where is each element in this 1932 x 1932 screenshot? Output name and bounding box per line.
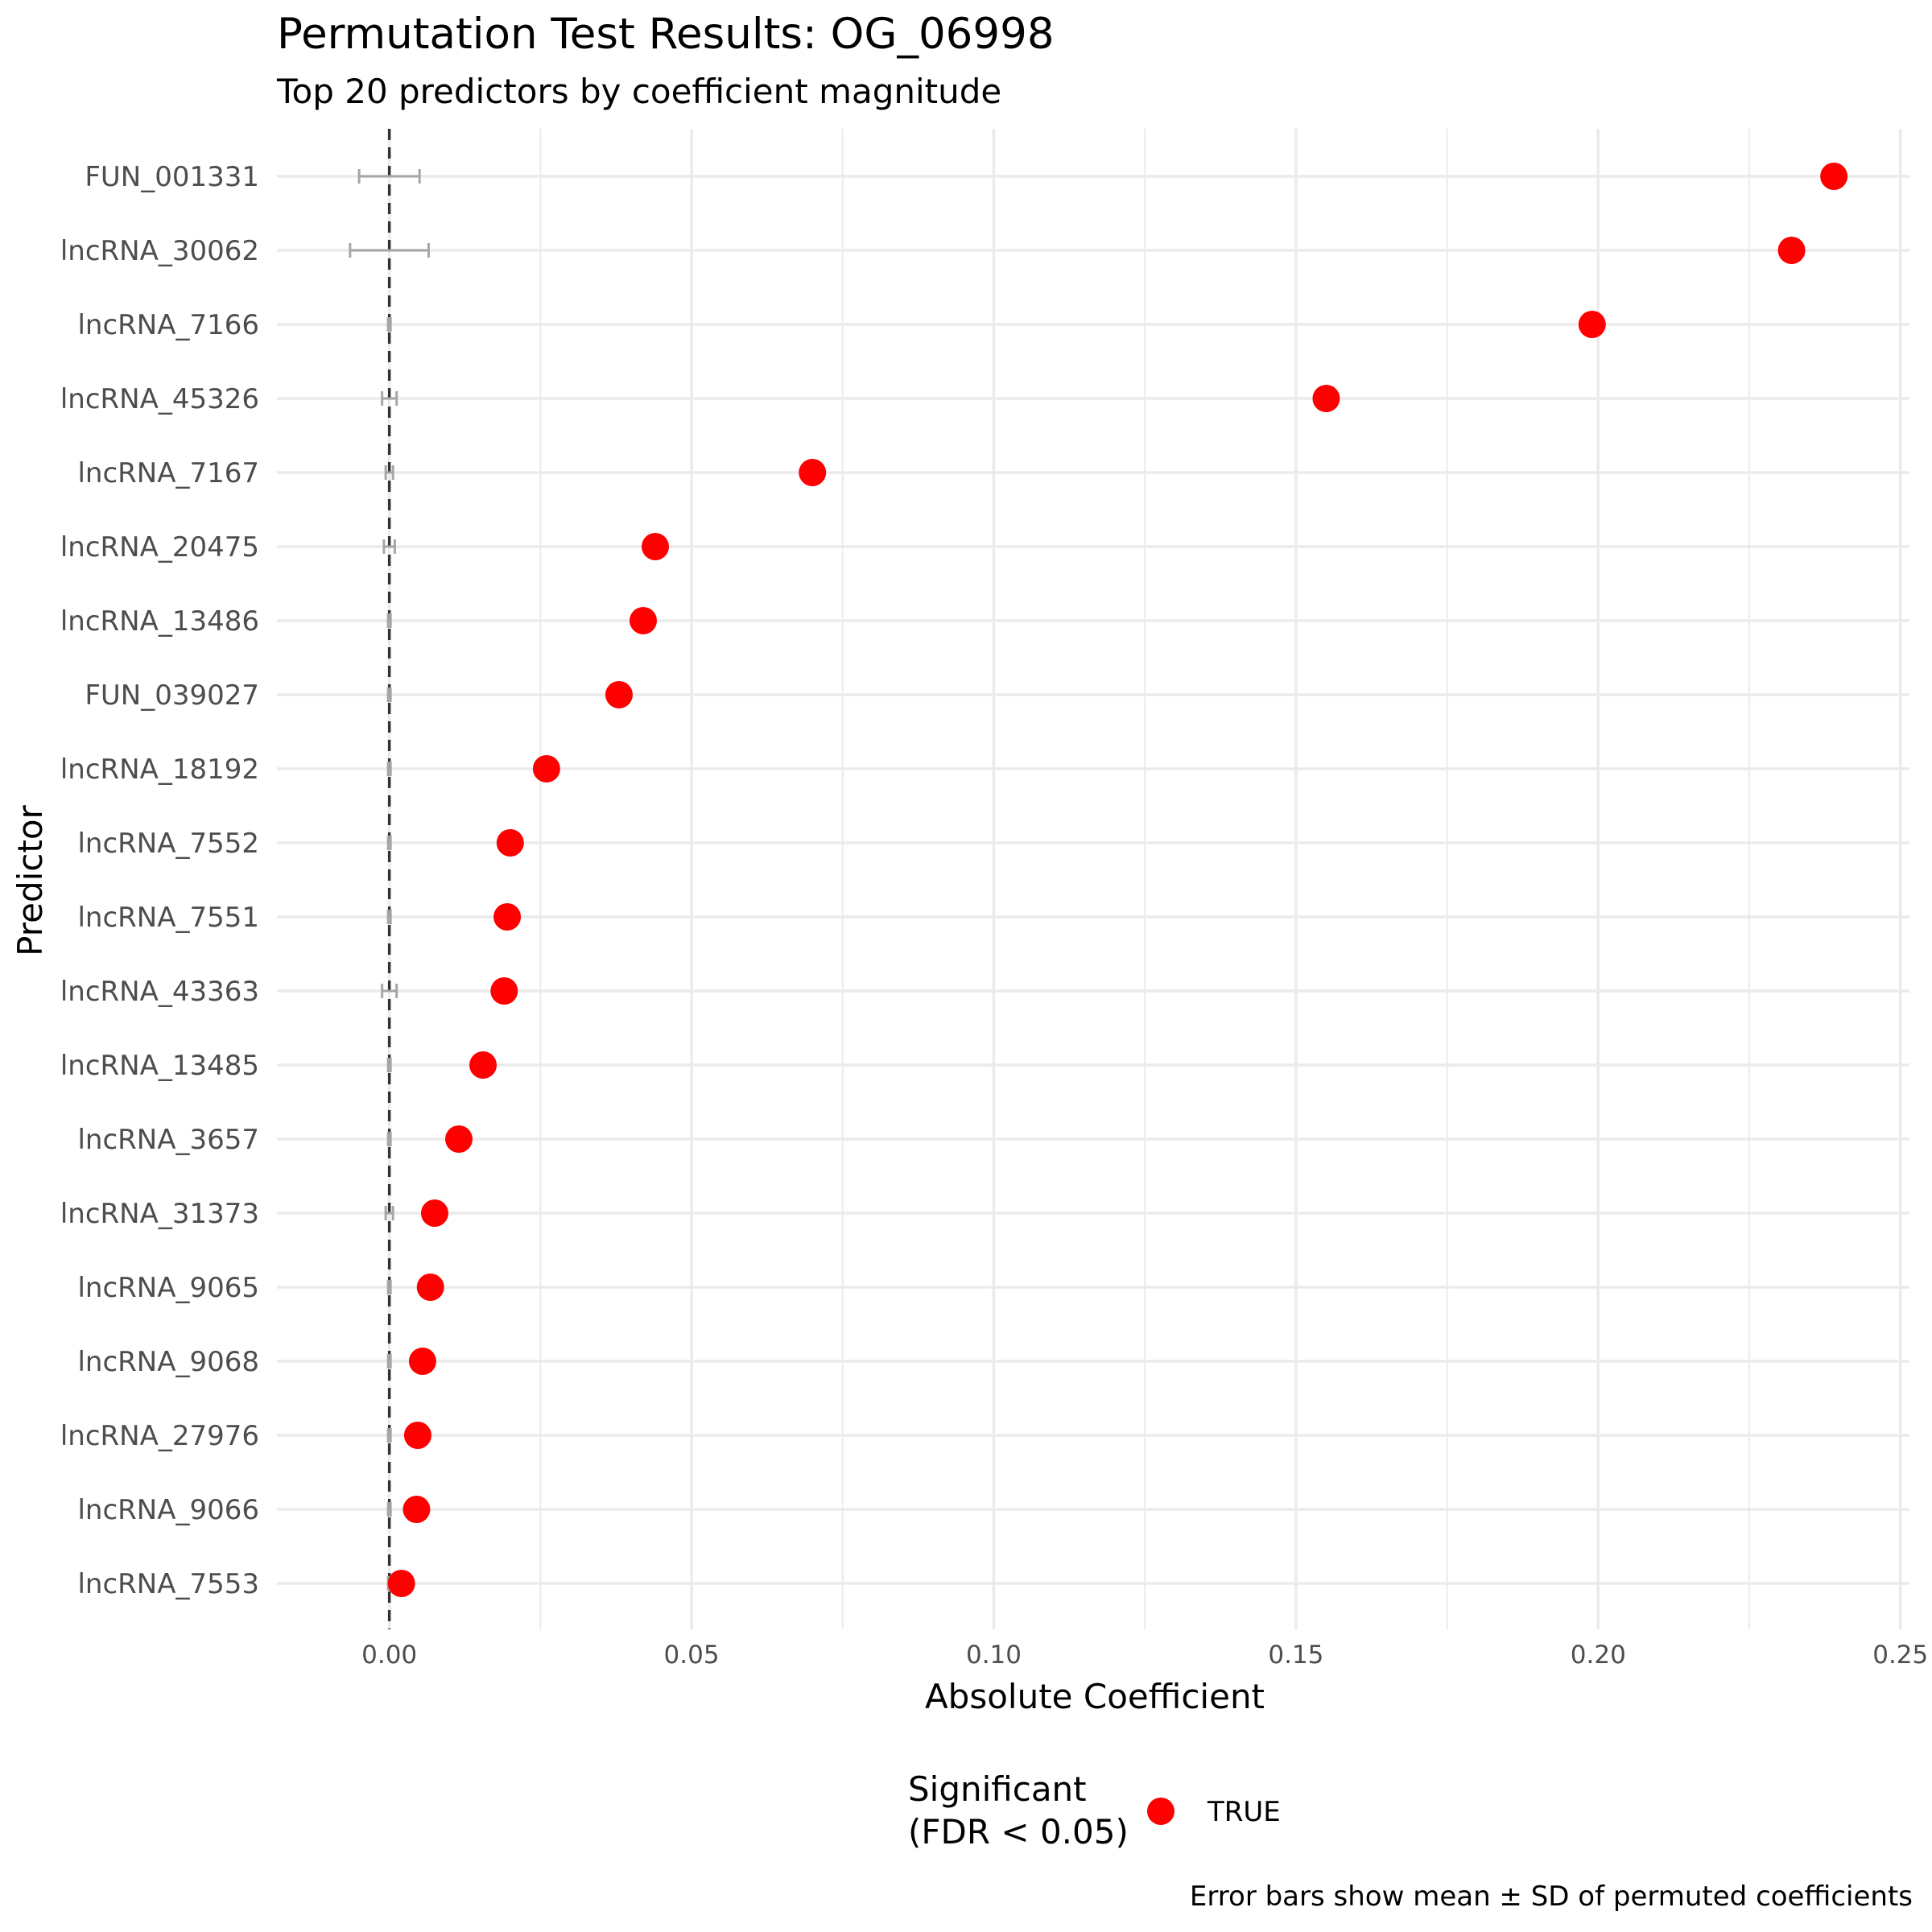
y-tick-label: lncRNA_7552 (77, 828, 259, 860)
error-bar (386, 1280, 392, 1294)
y-tick-label: lncRNA_18192 (60, 753, 259, 786)
error-bar (386, 1428, 392, 1443)
data-point (532, 755, 560, 782)
data-point (445, 1125, 473, 1153)
legend-title-line-1: Significant (908, 1769, 1087, 1809)
data-point (799, 459, 827, 486)
data-points (387, 163, 1848, 1597)
data-point (408, 1348, 436, 1375)
chart-subtitle: Top 20 predictors by coefficient magnitu… (276, 72, 1001, 111)
x-tick-label: 0.05 (664, 1641, 720, 1670)
error-bar (386, 1132, 392, 1146)
error-bar (386, 1502, 392, 1517)
error-bar (357, 169, 421, 184)
grid (277, 129, 1909, 1629)
legend-key-true (1147, 1798, 1174, 1825)
error-bar (381, 984, 398, 998)
data-point (387, 1570, 415, 1597)
data-point (630, 607, 658, 634)
y-tick-label: FUN_039027 (85, 679, 259, 712)
y-tick-label: lncRNA_9066 (77, 1494, 259, 1526)
error-bar (386, 1058, 392, 1072)
error-bar (384, 1206, 394, 1220)
x-tick-label: 0.20 (1571, 1641, 1626, 1670)
data-point (402, 1496, 431, 1523)
y-tick-label: lncRNA_7551 (77, 902, 259, 934)
y-tick-label: lncRNA_13486 (60, 605, 259, 638)
y-tick-label: lncRNA_9068 (77, 1346, 259, 1378)
x-tick-label: 0.15 (1268, 1641, 1323, 1670)
y-tick-label: lncRNA_30062 (60, 235, 259, 267)
y-tick-label: lncRNA_20475 (60, 531, 259, 564)
data-point (605, 681, 633, 708)
y-tick-label: lncRNA_7553 (77, 1568, 259, 1600)
y-tick-labels: FUN_001331 lncRNA_30062 lncRNA_7166 lncRNA_… (60, 161, 259, 1600)
error-bar (386, 317, 392, 332)
y-tick-label: lncRNA_9065 (77, 1272, 259, 1304)
y-tick-label: lncRNA_27976 (60, 1420, 259, 1452)
error-bar (381, 391, 398, 406)
y-tick-label: lncRNA_7166 (77, 309, 259, 341)
data-point (490, 977, 518, 1005)
legend-label-true: TRUE (1207, 1796, 1281, 1828)
y-tick-label: lncRNA_31373 (60, 1198, 259, 1230)
data-point (420, 1199, 448, 1227)
data-point (1312, 385, 1340, 412)
x-axis-title: Absolute Coefficient (925, 1677, 1265, 1716)
data-point (1820, 163, 1848, 190)
y-tick-label: lncRNA_43363 (60, 976, 259, 1008)
error-bar (382, 539, 396, 554)
chart-title: Permutation Test Results: OG_06998 (277, 10, 1055, 59)
y-tick-label: lncRNA_13485 (60, 1050, 259, 1082)
error-bar (384, 465, 394, 480)
error-bars (349, 169, 430, 1591)
error-bar (349, 243, 430, 258)
chart-caption: Error bars show mean ± SD of permuted co… (1190, 1880, 1913, 1913)
x-tick-label: 0.00 (361, 1641, 417, 1670)
y-tick-label: lncRNA_3657 (77, 1124, 259, 1156)
data-point (642, 533, 670, 560)
data-point (416, 1274, 444, 1301)
x-tick-labels: 0.00 0.05 0.10 0.15 0.20 0.25 (361, 1641, 1928, 1670)
data-point (469, 1051, 497, 1079)
y-axis-title: Predictor (10, 804, 50, 956)
legend-title-line-2: (FDR < 0.05) (908, 1812, 1129, 1852)
data-point (1578, 311, 1606, 338)
data-point (496, 829, 524, 857)
data-point (1777, 237, 1806, 264)
error-bar (386, 687, 392, 702)
x-tick-label: 0.10 (966, 1641, 1022, 1670)
data-point (403, 1422, 431, 1449)
data-point (493, 903, 522, 931)
error-bar (386, 836, 392, 850)
y-tick-label: lncRNA_7167 (77, 457, 259, 489)
error-bar (386, 762, 392, 776)
error-bar (386, 910, 392, 924)
error-bar (386, 1354, 392, 1368)
legend: Significant (FDR < 0.05) TRUE (908, 1769, 1281, 1852)
x-tick-label: 0.25 (1872, 1641, 1928, 1670)
error-bar (386, 613, 392, 628)
y-tick-label: lncRNA_45326 (60, 383, 259, 415)
y-tick-label: FUN_001331 (85, 161, 259, 193)
